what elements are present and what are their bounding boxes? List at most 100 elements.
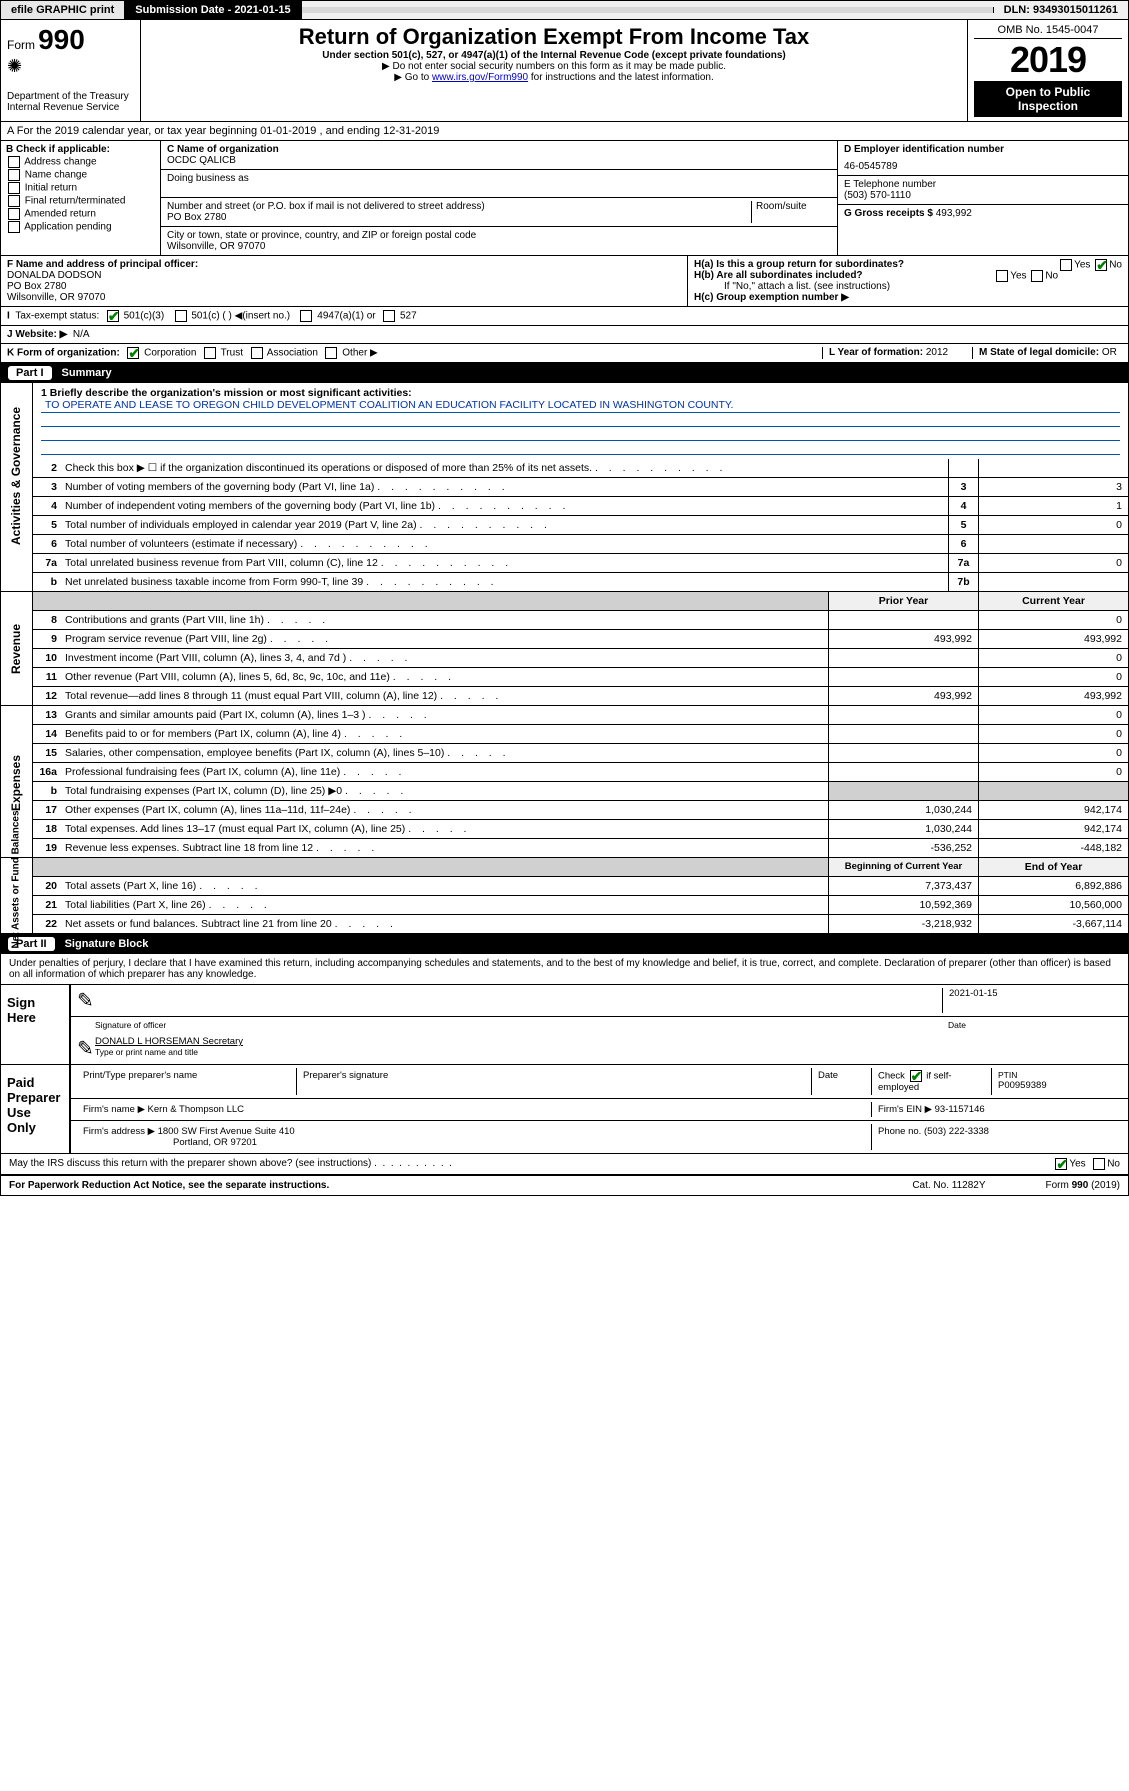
discuss-yes[interactable]: Yes [1053,1158,1085,1170]
net-hdr-num [33,858,61,876]
summary-row: 18Total expenses. Add lines 13–17 (must … [33,820,1128,839]
check-initial-return[interactable]: Initial return [6,182,155,194]
summary-row: 9Program service revenue (Part VIII, lin… [33,630,1128,649]
org-name: OCDC QALICB [167,155,831,166]
city-label: City or town, state or province, country… [167,230,831,241]
ein-value: 46-0545789 [844,161,1122,172]
form-prefix: Form [7,38,35,52]
officer-printed-name: DONALD L HORSEMAN Secretary [95,1036,1122,1047]
goto-suffix: for instructions and the latest informat… [528,72,714,83]
check-trust[interactable] [204,347,216,359]
check-final-return[interactable]: Final return/terminated [6,195,155,207]
hdr-current-year: Current Year [978,592,1128,610]
summary-governance: Activities & Governance 1 Briefly descri… [0,383,1129,592]
paperwork-notice: For Paperwork Reduction Act Notice, see … [9,1180,329,1191]
check-amended-return[interactable]: Amended return [6,208,155,220]
check-other[interactable] [325,347,337,359]
check-527[interactable] [383,310,395,322]
part-1-num: Part I [8,366,52,380]
sig-officer-label: Signature of officer [95,1020,942,1030]
irs-eagle-icon: ✺ [7,56,134,77]
summary-row: 5Total number of individuals employed in… [33,516,1128,535]
efile-print-button[interactable]: efile GRAPHIC print [1,1,125,19]
irs-link[interactable]: www.irs.gov/Form990 [432,72,528,83]
summary-row: 8Contributions and grants (Part VIII, li… [33,611,1128,630]
paid-preparer-label: Paid Preparer Use Only [1,1065,71,1153]
officer-signature-field[interactable] [95,988,942,1013]
mission-line-4 [41,441,1120,455]
officer-label: F Name and address of principal officer: [7,259,681,270]
prep-name-label: Print/Type preparer's name [77,1068,297,1095]
section-bcde: B Check if applicable: Address change Na… [0,141,1129,256]
cat-no: Cat. No. 11282Y [912,1180,985,1191]
discuss-question: May the IRS discuss this return with the… [9,1158,371,1170]
check-501c3[interactable] [107,310,119,322]
city-value: Wilsonville, OR 97070 [167,241,831,252]
firm-addr-label: Firm's address ▶ [83,1126,155,1137]
net-hdr-desc [61,858,828,876]
check-4947[interactable] [300,310,312,322]
check-address-change[interactable]: Address change [6,156,155,168]
form-title: Return of Organization Exempt From Incom… [147,24,961,50]
website-label: J Website: ▶ [7,329,67,340]
check-association[interactable] [251,347,263,359]
org-name-label: C Name of organization [167,144,831,155]
h-b: H(b) Are all subordinates included? Yes … [694,270,1122,281]
form-org-label: K Form of organization: [7,348,120,359]
firm-city: Portland, OR 97201 [83,1137,865,1148]
rev-hdr-desc [61,592,828,610]
summary-row: bTotal fundraising expenses (Part IX, co… [33,782,1128,801]
summary-net-assets: Net Assets or Fund Balances Beginning of… [0,858,1129,934]
sidetab-governance: Activities & Governance [9,455,23,545]
part-1-header: Part I Summary [0,363,1129,383]
website-value: N/A [73,329,90,340]
subtitle-1: Under section 501(c), 527, or 4947(a)(1)… [147,50,961,61]
mission-line-2 [41,413,1120,427]
check-corporation[interactable] [127,347,139,359]
mission-text: TO OPERATE AND LEASE TO OREGON CHILD DEV… [41,399,1120,413]
discuss-no[interactable]: No [1091,1158,1120,1170]
subtitle-2: ▶ Do not enter social security numbers o… [147,61,961,72]
check-501c[interactable] [175,310,187,322]
form-footer: Form 990 (2019) [1046,1180,1120,1191]
ptin-value: P00959389 [998,1080,1116,1091]
phone-label: E Telephone number [844,179,1122,190]
department-label: Department of the TreasuryInternal Reven… [7,91,134,113]
check-name-change[interactable]: Name change [6,169,155,181]
sign-arrow-icon-2: ✎ [77,1036,95,1061]
form-number: 990 [38,24,85,55]
state-domicile: M State of legal domicile: OR [972,347,1122,359]
gross-value: 493,992 [936,208,972,219]
addr-label: Number and street (or P.O. box if mail i… [167,201,751,212]
open-inspection-badge: Open to Public Inspection [974,81,1122,117]
part-2-title: Signature Block [65,938,149,950]
sidetab-net-assets: Net Assets or Fund Balances [11,859,22,949]
summary-row: 7aTotal unrelated business revenue from … [33,554,1128,573]
summary-expenses: Expenses 13Grants and similar amounts pa… [0,706,1129,858]
dba-label: Doing business as [167,173,831,184]
firm-addr: 1800 SW First Avenue Suite 410 [158,1126,295,1137]
part-1-title: Summary [62,367,112,379]
summary-row: 3Number of voting members of the governi… [33,478,1128,497]
check-self-employed[interactable]: Check if self-employed [872,1068,992,1095]
top-bar: efile GRAPHIC print Submission Date - 20… [0,0,1129,20]
summary-row: 19Revenue less expenses. Subtract line 1… [33,839,1128,857]
summary-revenue: Revenue Prior Year Current Year 8Contrib… [0,592,1129,706]
row-f-h: F Name and address of principal officer:… [0,256,1129,307]
summary-row: 2Check this box ▶ ☐ if the organization … [33,459,1128,478]
perjury-statement: Under penalties of perjury, I declare th… [1,954,1128,985]
row-i-tax-exempt: I Tax-exempt status: 501(c)(3) 501(c) ( … [0,307,1129,326]
signature-block: Under penalties of perjury, I declare th… [0,954,1129,1196]
ptin-label: PTIN [998,1070,1116,1080]
column-de: D Employer identification number 46-0545… [838,141,1128,255]
summary-row: 22Net assets or fund balances. Subtract … [33,915,1128,933]
check-application-pending[interactable]: Application pending [6,221,155,233]
part-2-header: Part II Signature Block [0,934,1129,954]
hdr-end-year: End of Year [978,858,1128,876]
topbar-spacer [302,7,994,13]
dln-number: DLN: 93493015011261 [994,1,1128,19]
mission-block: 1 Briefly describe the organization's mi… [33,383,1128,459]
officer-printed-label: Type or print name and title [95,1047,1122,1057]
h-c: H(c) Group exemption number ▶ [694,292,1122,303]
h-b-note: If "No," attach a list. (see instruction… [694,281,1122,292]
